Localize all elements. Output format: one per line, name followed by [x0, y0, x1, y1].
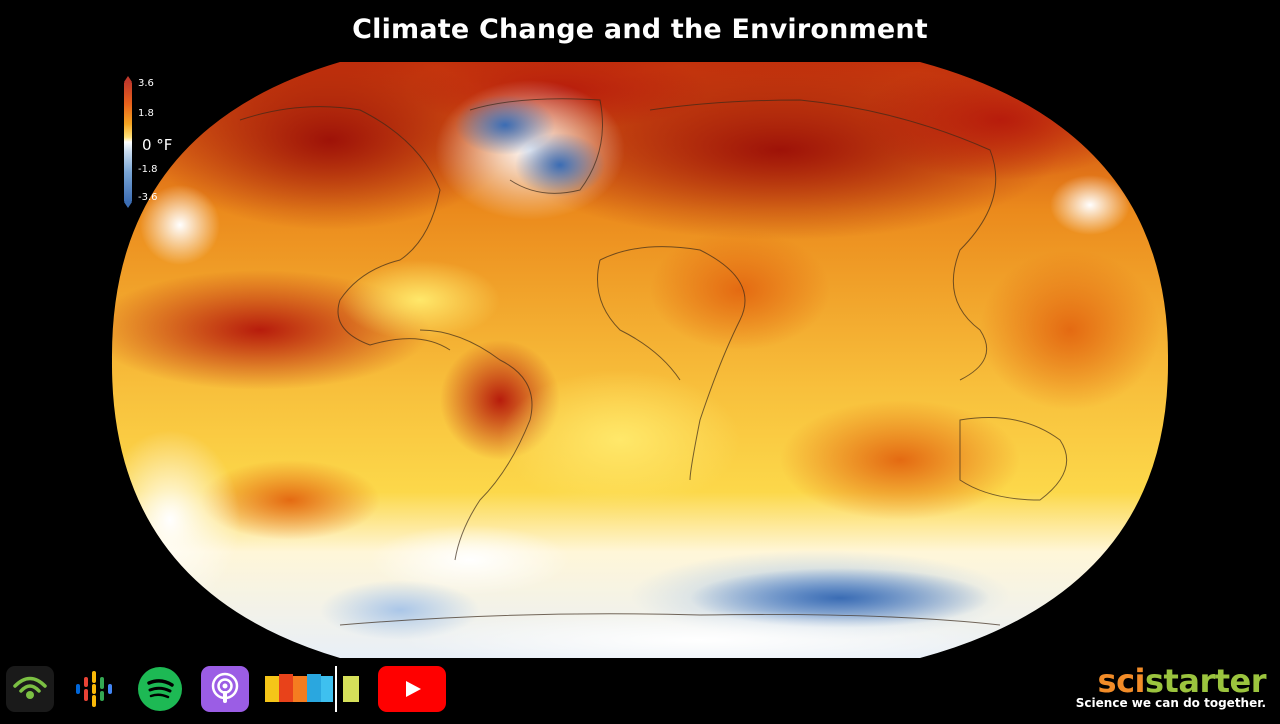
spotify-icon[interactable] [136, 666, 184, 712]
legend-tick-high: 1.8 [138, 108, 154, 119]
brand-tagline: Science we can do together. [1075, 696, 1266, 710]
legend-color-bar [124, 82, 132, 202]
apple-podcasts-icon[interactable] [201, 666, 249, 712]
scistarter-logo: scistarter Science we can do together. [1075, 662, 1267, 710]
brand-name: scistarter [1076, 662, 1267, 700]
legend-unit: 0 °F [142, 136, 173, 154]
legend-tick-max: 3.6 [138, 78, 154, 89]
brand-name-starter: starter [1145, 662, 1267, 700]
stitcher-icon[interactable] [263, 666, 363, 712]
page-title: Climate Change and the Environment [352, 14, 928, 45]
google-podcasts-icon[interactable] [70, 666, 118, 712]
legend-tick-low: -1.8 [138, 164, 158, 175]
coastline-outlines [239, 98, 1068, 626]
legend-arrow-top-icon [124, 76, 132, 82]
temperature-legend: 3.6 1.8 0 °F -1.8 -3.6 [118, 74, 188, 214]
podcast-wifi-icon[interactable] [6, 666, 54, 712]
brand-name-sci: sci [1097, 662, 1146, 700]
youtube-icon[interactable] [378, 666, 446, 712]
legend-arrow-bottom-icon [124, 202, 132, 208]
legend-tick-min: -3.6 [138, 192, 158, 203]
